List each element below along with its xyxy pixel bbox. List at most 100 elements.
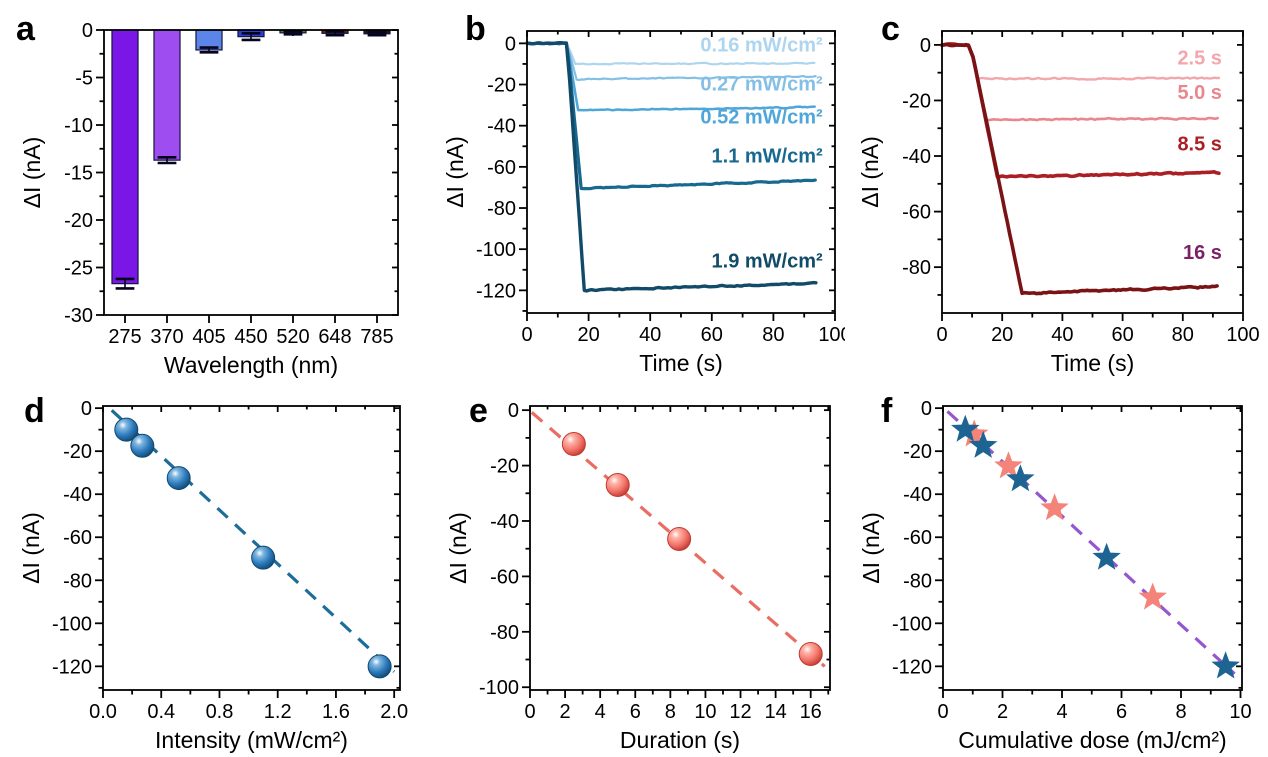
data-point-salmon-stars [960, 419, 989, 447]
panel-d: d 0 -20 -40 -60 -80 -100 -120 0.0 0.4 0.8 1.2 1.6 2.0… [0, 378, 423, 757]
trace-label: 16 s [1183, 242, 1222, 264]
trend-line [110, 409, 396, 673]
data-point-sphere [798, 641, 823, 666]
y-tick-label: -10 [64, 115, 93, 137]
x-tick-label: 100 [818, 324, 845, 346]
data-point-salmon-stars [1138, 582, 1167, 610]
data-point-sphere [605, 472, 630, 497]
x-tick-label: 0 [524, 701, 535, 723]
y-tick-label: -120 [476, 280, 516, 302]
trace-1.1-mW-cm- [525, 41, 817, 191]
panel-e-letter: e [469, 392, 488, 430]
data-point-blue-stars [968, 430, 998, 458]
data-point-blue-stars [1211, 651, 1240, 679]
data-point-sphere [251, 545, 276, 570]
y-tick-label: -120 [892, 656, 932, 678]
y-tick-label: -5 [75, 68, 93, 90]
panel-f-chart: f 0 -20 -40 -60 -80 -100 -120 0 2 4 6 8 10Cumulative … [858, 392, 1252, 753]
panel-b: b0-20-40-60-80-100-120020406080100Time (… [423, 0, 845, 378]
x-tick-label: 2 [560, 701, 571, 723]
x-tick-label: 2 [997, 701, 1008, 723]
panel-a: a 0 -5 -10 -15 -20 -25 -30 275 370 405 450 520 648 785… [0, 0, 423, 378]
x-tick-label: 370 [150, 326, 183, 348]
panel-d-letter: d [24, 392, 45, 430]
y-tick-label: -60 [903, 527, 932, 549]
x-tick-label: 4 [1056, 701, 1067, 723]
y-axis-label: ΔI (nA) [858, 512, 884, 584]
panel-b-letter: b [465, 10, 486, 48]
x-tick-label: 8 [1175, 701, 1186, 723]
x-tick-label: 8 [665, 701, 676, 723]
trace-label: 0.27 mW/cm² [700, 74, 823, 96]
plot-frame [526, 30, 836, 314]
x-axis-label: Intensity (mW/cm²) [155, 727, 348, 753]
y-tick-label: 0 [920, 35, 931, 57]
y-tick-label: -40 [490, 511, 519, 533]
data-point-blue-stars [1092, 542, 1121, 570]
x-tick-label: 6 [630, 701, 641, 723]
y-axis-label: ΔI (nA) [442, 136, 468, 208]
x-tick-label: 40 [1051, 324, 1073, 346]
y-tick-label: 0 [81, 398, 92, 420]
y-tick-label: -100 [476, 239, 516, 261]
y-tick-label: 0 [921, 398, 932, 420]
trace-label: 0.52 mW/cm² [700, 107, 823, 129]
y-tick-label: -60 [487, 157, 516, 179]
y-tick-label: -20 [487, 75, 516, 97]
x-tick-label: 648 [318, 326, 351, 348]
panel-a-letter: a [16, 10, 36, 48]
data-point-blue-stars [1006, 464, 1035, 492]
x-tick-label: 20 [577, 324, 599, 346]
error-bar [199, 46, 219, 54]
x-tick-label: 60 [1111, 324, 1133, 346]
y-axis-label: ΔI (nA) [19, 137, 45, 209]
y-tick-label: -80 [902, 257, 931, 279]
trend-line [946, 410, 1236, 676]
error-bar [241, 32, 261, 42]
x-axis-label: Duration (s) [620, 727, 740, 753]
y-axis-label: ΔI (nA) [857, 136, 883, 208]
x-tick-label: 0 [936, 324, 947, 346]
data-point-sphere [130, 433, 155, 458]
x-tick-label: 6 [1116, 701, 1127, 723]
y-tick-label: -120 [52, 656, 92, 678]
x-axis-label: Time (s) [1051, 350, 1134, 376]
data-point-sphere [561, 431, 586, 456]
x-tick-label: 405 [192, 326, 225, 348]
axis-ticks [96, 29, 398, 323]
data-point-sphere [367, 654, 392, 679]
y-tick-label: -20 [63, 441, 92, 463]
panel-c: c 0 -20 -40 -60 -80 0 20 40 60 80 100 Time (s) ΔI (nA… [845, 0, 1268, 378]
y-tick-label: -80 [903, 570, 932, 592]
x-axis-label: Cumulative dose (mJ/cm²) [958, 727, 1226, 753]
x-tick-label: 12 [729, 701, 751, 723]
plot-frame [103, 29, 399, 316]
data-point-salmon-stars [1040, 493, 1069, 521]
y-tick-label: -80 [487, 198, 516, 220]
y-tick-label: -20 [490, 456, 519, 478]
error-bar [367, 31, 387, 37]
y-axis-label: ΔI (nA) [445, 512, 471, 584]
trace-label: 2.5 s [1177, 47, 1221, 69]
y-tick-label: -40 [63, 484, 92, 506]
plot-frame [942, 405, 1243, 691]
data-point-sphere [166, 466, 191, 491]
x-tick-label: 20 [991, 324, 1013, 346]
x-tick-label: 785 [360, 326, 393, 348]
error-bar [115, 277, 135, 290]
x-axis-label: Wavelength (nm) [164, 352, 338, 378]
trace-2.5-s [940, 43, 1221, 81]
trace-label: 8.5 s [1177, 133, 1221, 155]
x-tick-label: 14 [764, 701, 786, 723]
trace-label: 1.9 mW/cm² [712, 251, 823, 273]
x-axis-label: Time (s) [639, 350, 722, 376]
x-tick-label: 80 [762, 324, 784, 346]
bar-275nm [111, 29, 139, 285]
y-tick-label: -100 [52, 613, 92, 635]
y-tick-label: -40 [487, 116, 516, 138]
panel-f: f 0 -20 -40 -60 -80 -100 -120 0 2 4 6 8 10 Cumulative … [845, 378, 1268, 757]
panel-b-chart: b0-20-40-60-80-100-120020406080100Time (… [442, 10, 845, 376]
y-tick-label: 0 [505, 33, 516, 55]
x-tick-label: 0.4 [147, 701, 175, 723]
y-tick-label: -20 [64, 210, 93, 232]
